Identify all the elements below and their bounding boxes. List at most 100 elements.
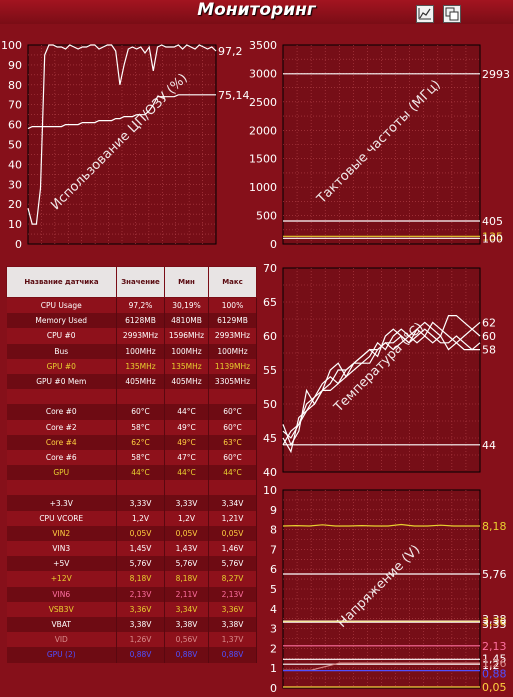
table-row[interactable]: VIN3 1,45V 1,43V 1,46V: [6, 541, 257, 557]
table-row[interactable]: VIN2 0,05V 0,05V 0,05V: [6, 525, 257, 541]
table-row[interactable]: CPU #0 2993MHz 1596MHz 2993MHz: [6, 328, 257, 344]
y-tick-label: 1500: [249, 153, 277, 166]
table-row[interactable]: Core #4 62°C 49°C 63°C: [6, 434, 257, 450]
series-end-label: 100: [482, 232, 503, 245]
cell-name: Core #2: [6, 419, 117, 435]
window-mode-button[interactable]: [443, 5, 461, 23]
cell-value: 100MHz: [116, 343, 165, 359]
cell-name: VID: [6, 632, 117, 648]
cell-min: 44°C: [164, 465, 209, 481]
y-tick-label: 30: [8, 178, 22, 191]
cell-min: 4810MB: [164, 313, 209, 329]
table-row[interactable]: +3.3V 3,33V 3,33V 3,34V: [6, 495, 257, 511]
cell-value: 58°C: [116, 419, 165, 435]
chart-view-button[interactable]: [416, 5, 434, 23]
cell-min: 49°C: [164, 419, 209, 435]
cell-value: 58°C: [116, 449, 165, 466]
cell-name: GPU: [6, 465, 117, 481]
y-tick-label: 10: [8, 218, 22, 231]
cell-min: 0,56V: [164, 632, 209, 648]
cell-name: Memory Used: [6, 313, 117, 329]
table-row[interactable]: VIN6 2,13V 2,11V 2,13V: [6, 586, 257, 602]
cell-max: 3,38V: [208, 616, 257, 633]
y-tick-label: 20: [8, 198, 22, 211]
table-row[interactable]: CPU VCORE 1,2V 1,2V 1,21V: [6, 510, 257, 526]
series-end-label: 97,2: [218, 45, 243, 58]
chart-icon: [418, 8, 431, 20]
y-tick-label: 0: [270, 682, 277, 695]
table-row[interactable]: VID 1,26V 0,56V 1,37V: [6, 632, 257, 648]
table-row[interactable]: Core #6 58°C 47°C 60°C: [6, 449, 257, 466]
cell-name: +12V: [6, 571, 117, 587]
cell-name: [6, 480, 117, 496]
cell-min: 0,88V: [164, 647, 209, 663]
table-row[interactable]: Memory Used 6128MB 4810MB 6129MB: [6, 313, 257, 329]
table-row[interactable]: Bus 100MHz 100MHz 100MHz: [6, 343, 257, 359]
y-tick-label: 40: [263, 466, 277, 479]
cell-value: 44°C: [116, 465, 165, 481]
cell-value: 1,26V: [116, 632, 165, 648]
cell-min: 49°C: [164, 434, 209, 450]
series-end-label: 58: [482, 344, 496, 357]
cell-value: 5,76V: [116, 556, 165, 572]
table-row[interactable]: VSB3V 3,36V 3,34V 3,36V: [6, 601, 257, 617]
cell-max: 8,27V: [208, 571, 257, 587]
table-row[interactable]: [6, 389, 257, 405]
cell-max: 3,36V: [208, 601, 257, 617]
cell-value: 97,2%: [116, 297, 165, 314]
cell-max: 1,46V: [208, 541, 257, 557]
table-row[interactable]: +5V 5,76V 5,76V 5,76V: [6, 556, 257, 572]
y-tick-label: 70: [263, 262, 277, 275]
series-end-label: 2993: [482, 68, 510, 81]
table-row[interactable]: [6, 480, 257, 496]
cell-max: 2993MHz: [208, 328, 257, 344]
cell-max: [208, 389, 257, 405]
table-row[interactable]: GPU (2) 0,88V 0,88V 0,88V: [6, 647, 257, 663]
cell-min: 3,38V: [164, 616, 209, 633]
series-line: [282, 328, 481, 439]
table-row[interactable]: Core #0 60°C 44°C 60°C: [6, 404, 257, 420]
cell-max: 44°C: [208, 465, 257, 481]
window-title: Мониторинг: [197, 0, 316, 20]
y-tick-label: 3500: [249, 39, 277, 52]
cell-name: CPU #0: [6, 328, 117, 344]
table-row[interactable]: GPU #0 Mem 405MHz 405MHz 3305MHz: [6, 373, 257, 390]
cell-name: [6, 389, 117, 405]
y-tick-label: 5: [270, 583, 277, 596]
table-row[interactable]: GPU 44°C 44°C 44°C: [6, 465, 257, 481]
cell-value: 8,18V: [116, 571, 165, 587]
series-end-label: 75,14: [218, 89, 250, 102]
series-end-label: 1,26: [482, 657, 507, 670]
y-tick-label: 3: [270, 623, 277, 636]
cell-name: GPU #0: [6, 358, 117, 374]
cell-value: 3,38V: [116, 616, 165, 633]
cell-min: 1,43V: [164, 541, 209, 557]
cell-min: 5,76V: [164, 556, 209, 572]
series-end-label: 1,2: [482, 659, 500, 672]
table-row[interactable]: VBAT 3,38V 3,38V 3,38V: [6, 616, 257, 633]
table-row[interactable]: CPU Usage 97,2% 30,19% 100%: [6, 297, 257, 314]
y-tick-label: 1000: [249, 181, 277, 194]
table-row[interactable]: +12V 8,18V 8,18V 8,27V: [6, 571, 257, 587]
header-max[interactable]: Макс: [208, 266, 257, 298]
y-tick-label: 50: [8, 139, 22, 152]
y-tick-label: 1: [270, 662, 277, 675]
header-value[interactable]: Значение: [116, 266, 165, 298]
cell-name: VBAT: [6, 616, 117, 633]
cell-min: 44°C: [164, 404, 209, 420]
cell-min: 47°C: [164, 449, 209, 466]
header-min[interactable]: Мин: [164, 266, 209, 298]
cell-max: 1,21V: [208, 510, 257, 526]
cell-min: 405MHz: [164, 373, 209, 390]
table-row[interactable]: GPU #0 135MHz 135MHz 1139MHz: [6, 358, 257, 374]
cell-max: 63°C: [208, 434, 257, 450]
y-tick-label: 100: [1, 39, 22, 52]
table-row[interactable]: Core #2 58°C 49°C 60°C: [6, 419, 257, 435]
series-line: [283, 662, 480, 671]
cell-value: 2993MHz: [116, 328, 165, 344]
header-sensor-name[interactable]: Название датчика: [6, 266, 117, 298]
series-end-label: 3,38: [482, 613, 507, 626]
series-end-label: 405: [482, 215, 503, 228]
